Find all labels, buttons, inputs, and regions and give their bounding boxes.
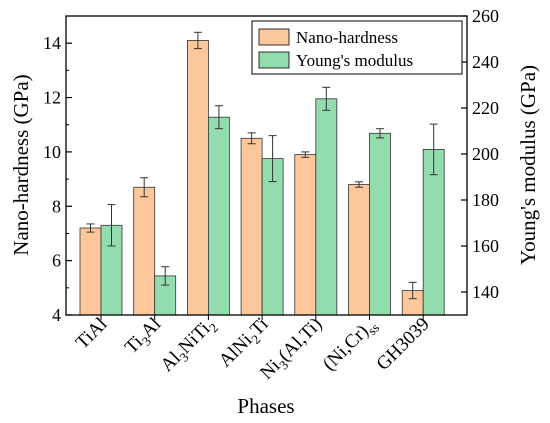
bar-hardness-Ni3(Al,Ti)	[294, 154, 317, 316]
error-bar-modulus-Ni3(Al,Ti)	[322, 86, 331, 111]
left-axis-title: Nano-hardness (GPa)	[9, 74, 33, 255]
x-axis-title: Phases	[237, 394, 294, 418]
error-bar-hardness-AlNi2Ti	[247, 132, 256, 145]
legend: Nano-hardness Young's modulus	[251, 20, 463, 75]
error-bar-modulus-Al3NiTi2	[214, 105, 223, 130]
error-bar-modulus-Ti3Al	[161, 266, 170, 286]
right-tick-label: 260	[472, 6, 499, 26]
category-labels: TiAl Ti3AlAl3NiTi2AlNi2TiNi3(Al,Ti)(Ni,Cr…	[72, 314, 434, 384]
bar-modulus-Ni3(Al,Ti)	[315, 98, 338, 316]
error-bar-modulus-TiAl	[107, 204, 116, 247]
bar-modulus-(Ni,Cr)ss	[369, 132, 391, 316]
legend-swatch-modulus	[258, 51, 290, 69]
error-bar-modulus-AlNi2Ti	[268, 135, 277, 183]
bar-hardness-Al3NiTi2	[186, 40, 209, 316]
error-bar-hardness-Al3NiTi2	[193, 31, 202, 50]
legend-label-hardness: Nano-hardness	[296, 28, 398, 47]
bars-layer	[79, 40, 445, 316]
error-bar-hardness-(Ni,Cr)ss	[355, 181, 363, 188]
right-tick-label: 240	[472, 52, 499, 72]
legend-label-modulus: Young's modulus	[296, 51, 413, 70]
bar-modulus-Al3NiTi2	[207, 116, 230, 316]
right-tick-label: 160	[472, 236, 499, 256]
right-tick-label: 180	[472, 190, 499, 210]
error-bar-modulus-GH3039	[429, 123, 438, 176]
right-tick-label: 140	[472, 282, 499, 302]
left-axis: 4 6 8 10 12 14	[43, 33, 72, 325]
right-tick-label: 200	[472, 144, 499, 164]
left-tick-label: 6	[52, 251, 61, 271]
right-axis: 140 160 180 200 220 240 260	[461, 6, 499, 302]
left-tick-label: 12	[43, 88, 61, 108]
error-bar-hardness-TiAl	[86, 223, 95, 233]
bar-hardness-TiAl	[79, 227, 102, 316]
error-bar-hardness-GH3039	[408, 281, 417, 300]
left-tick-label: 10	[43, 142, 61, 162]
category-label: Al3NiTi2	[157, 314, 222, 379]
category-label: (Ni,Cr)ss	[319, 314, 382, 377]
bar-hardness-Ti3Al	[133, 186, 156, 316]
error-bar-modulus-(Ni,Cr)ss	[376, 128, 384, 139]
right-axis-title: Young's modulus (GPa)	[516, 65, 540, 265]
left-tick-label: 4	[52, 305, 61, 325]
left-tick-label: 14	[43, 33, 61, 53]
legend-swatch-hardness	[258, 28, 290, 46]
category-label: TiAl	[72, 314, 112, 354]
error-bar-hardness-Ti3Al	[140, 177, 149, 198]
category-label: Ti3Al	[121, 314, 167, 360]
bar-hardness-AlNi2Ti	[240, 137, 263, 316]
left-tick-label: 8	[52, 196, 61, 216]
plot-frame	[65, 15, 468, 316]
right-tick-label: 220	[472, 98, 499, 118]
error-bars-layer	[86, 31, 438, 300]
error-bar-hardness-Ni3(Al,Ti)	[301, 151, 310, 158]
bar-hardness-(Ni,Cr)ss	[348, 184, 370, 316]
category-label: GH3039	[373, 314, 434, 375]
